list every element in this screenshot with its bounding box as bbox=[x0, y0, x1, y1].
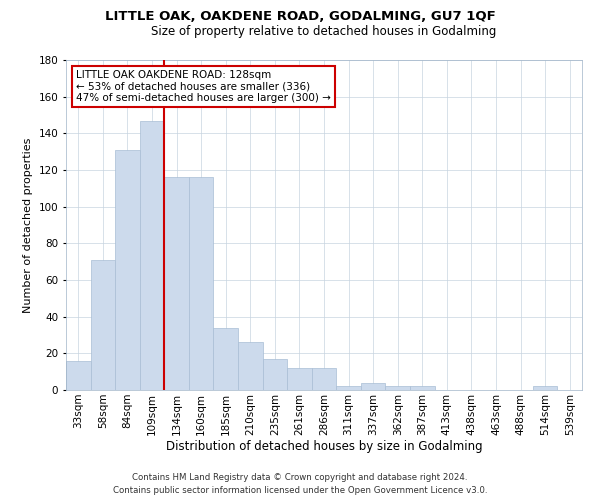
Bar bbox=[410, 386, 434, 390]
Bar bbox=[336, 386, 361, 390]
Bar bbox=[263, 359, 287, 390]
Bar bbox=[140, 120, 164, 390]
Bar bbox=[91, 260, 115, 390]
Bar bbox=[189, 178, 214, 390]
Text: LITTLE OAK OAKDENE ROAD: 128sqm
← 53% of detached houses are smaller (336)
47% o: LITTLE OAK OAKDENE ROAD: 128sqm ← 53% of… bbox=[76, 70, 331, 103]
Bar bbox=[312, 368, 336, 390]
Bar bbox=[115, 150, 140, 390]
Title: Size of property relative to detached houses in Godalming: Size of property relative to detached ho… bbox=[151, 25, 497, 38]
Bar bbox=[164, 178, 189, 390]
Bar bbox=[66, 360, 91, 390]
Text: LITTLE OAK, OAKDENE ROAD, GODALMING, GU7 1QF: LITTLE OAK, OAKDENE ROAD, GODALMING, GU7… bbox=[104, 10, 496, 23]
Bar bbox=[361, 382, 385, 390]
Bar bbox=[287, 368, 312, 390]
Bar bbox=[385, 386, 410, 390]
X-axis label: Distribution of detached houses by size in Godalming: Distribution of detached houses by size … bbox=[166, 440, 482, 454]
Text: Contains HM Land Registry data © Crown copyright and database right 2024.
Contai: Contains HM Land Registry data © Crown c… bbox=[113, 474, 487, 495]
Bar bbox=[214, 328, 238, 390]
Bar bbox=[533, 386, 557, 390]
Bar bbox=[238, 342, 263, 390]
Y-axis label: Number of detached properties: Number of detached properties bbox=[23, 138, 33, 312]
